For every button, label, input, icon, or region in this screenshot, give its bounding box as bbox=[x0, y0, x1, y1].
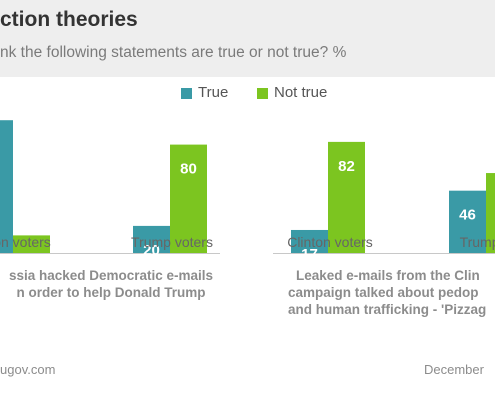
chart-title: ction theories bbox=[0, 8, 138, 31]
category-label-3: Trump v bbox=[460, 234, 495, 250]
legend-label-not-true: Not true bbox=[274, 84, 328, 101]
data-label-not-true-0: 13 bbox=[23, 251, 40, 268]
bar-not-true-2 bbox=[328, 141, 365, 253]
caption-right-line-3: and human trafficking - 'Pizzag bbox=[288, 302, 487, 317]
footer-source: ugov.com bbox=[0, 362, 56, 377]
data-label-true-2: 17 bbox=[301, 246, 318, 263]
category-label-0: on voters bbox=[0, 234, 51, 250]
caption-right: Leaked e-mails from the Clin campaign ta… bbox=[288, 267, 495, 318]
bar-true-0 bbox=[0, 120, 13, 254]
caption-right-line-1: Leaked e-mails from the Clin bbox=[296, 268, 480, 283]
bar-true-1 bbox=[133, 225, 170, 253]
legend-swatch-not-true bbox=[257, 88, 268, 99]
data-label-true-3: 46 bbox=[459, 207, 476, 224]
bar-not-true-3 bbox=[486, 173, 495, 253]
data-label-true-1: 20 bbox=[143, 242, 160, 259]
category-label-2: Clinton voters bbox=[287, 234, 373, 250]
data-label-not-true-1: 80 bbox=[180, 161, 197, 178]
header-band: ction theories nk the following statemen… bbox=[0, 0, 495, 77]
category-label-1: Trump voters bbox=[131, 234, 213, 250]
caption-left: ssia hacked Democratic e-mails n order t… bbox=[0, 267, 222, 301]
bar-not-true-0 bbox=[13, 235, 50, 253]
data-label-not-true-2: 82 bbox=[338, 158, 355, 175]
caption-right-line-2: campaign talked about pedop bbox=[288, 285, 479, 300]
caption-left-line-2: n order to help Donald Trump bbox=[16, 285, 206, 300]
bar-not-true-1 bbox=[170, 144, 207, 253]
legend-label-true: True bbox=[198, 84, 229, 101]
caption-left-line-1: ssia hacked Democratic e-mails bbox=[8, 268, 214, 283]
chart-subtitle: nk the following statements are true or … bbox=[0, 44, 347, 61]
legend-swatch-true bbox=[181, 88, 192, 99]
bar-true-2 bbox=[291, 229, 328, 253]
footer-date: December bbox=[424, 362, 484, 377]
bar-true-3 bbox=[449, 190, 486, 253]
